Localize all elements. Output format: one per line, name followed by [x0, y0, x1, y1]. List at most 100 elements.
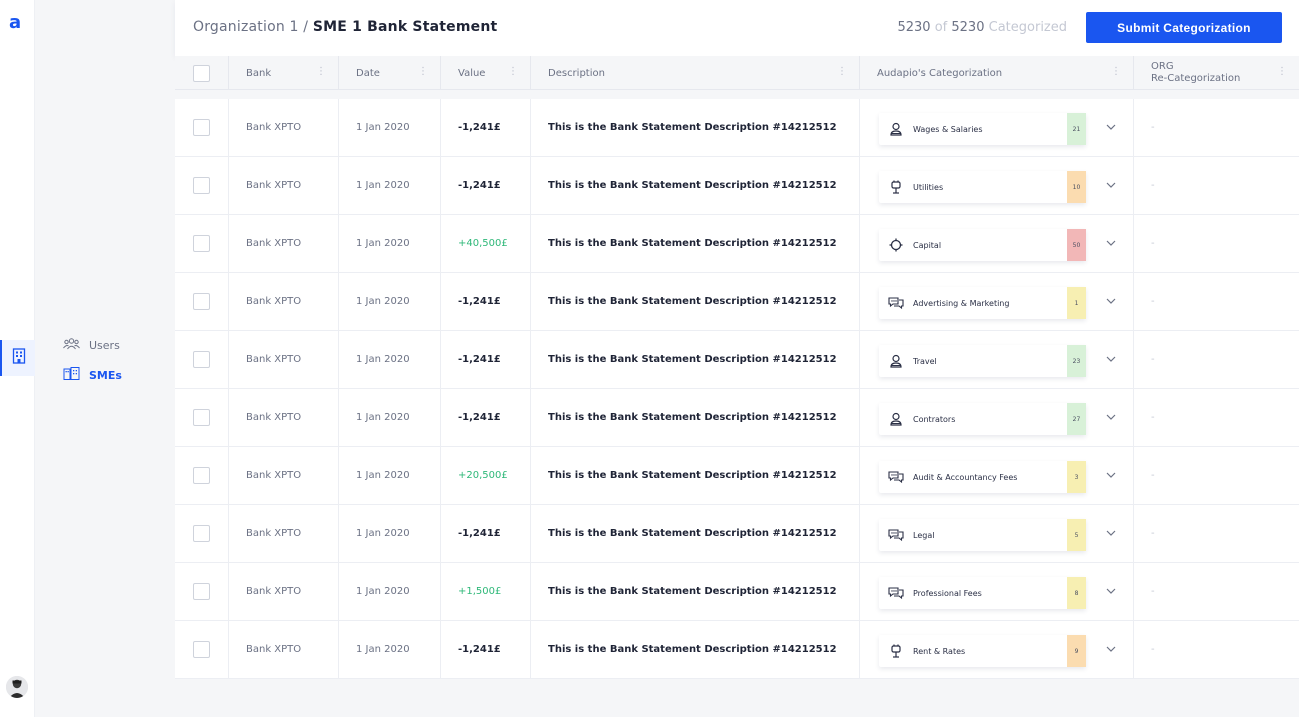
category-label: Utilities: [913, 182, 944, 192]
cell-org-recategorization[interactable]: -: [1151, 586, 1155, 597]
chevron-down-icon[interactable]: [1106, 180, 1116, 190]
category-label: Audit & Accountancy Fees: [913, 472, 1018, 482]
chevron-down-icon[interactable]: [1106, 238, 1116, 248]
cell-org-recategorization[interactable]: -: [1151, 528, 1155, 539]
column-bank[interactable]: Bank ⋮: [229, 56, 339, 90]
row-checkbox[interactable]: [193, 293, 210, 310]
cell-select: [175, 99, 229, 156]
header-select: [175, 56, 229, 90]
table-row[interactable]: Bank XPTO 1 Jan 2020 -1,241£ This is the…: [175, 505, 1299, 563]
table-row[interactable]: Bank XPTO 1 Jan 2020 -1,241£ This is the…: [175, 273, 1299, 331]
submit-categorization-button[interactable]: Submit Categorization: [1086, 12, 1282, 43]
cell-org-recategorization[interactable]: -: [1151, 470, 1155, 481]
column-menu-icon[interactable]: ⋮: [418, 66, 428, 77]
chevron-down-icon[interactable]: [1106, 644, 1116, 654]
row-checkbox[interactable]: [193, 119, 210, 136]
cell-org-recategorization[interactable]: -: [1151, 238, 1155, 249]
table-row[interactable]: Bank XPTO 1 Jan 2020 -1,241£ This is the…: [175, 99, 1299, 157]
cell-value: -1,241£: [441, 273, 531, 330]
category-selector[interactable]: Travel 23: [879, 345, 1086, 377]
row-checkbox[interactable]: [193, 641, 210, 658]
row-checkbox[interactable]: [193, 409, 210, 426]
category-selector[interactable]: Audit & Accountancy Fees 3: [879, 461, 1086, 493]
cell-bank: Bank XPTO: [229, 563, 339, 620]
target-icon: [888, 237, 904, 253]
column-description[interactable]: Description ⋮: [531, 56, 860, 90]
chevron-down-icon[interactable]: [1106, 296, 1116, 306]
chat-icon: [888, 295, 904, 311]
row-checkbox[interactable]: [193, 583, 210, 600]
table-row[interactable]: Bank XPTO 1 Jan 2020 +20,500£ This is th…: [175, 447, 1299, 505]
row-checkbox[interactable]: [193, 467, 210, 484]
cell-org-recategorization[interactable]: -: [1151, 122, 1155, 133]
category-selector[interactable]: Professional Fees 8: [879, 577, 1086, 609]
category-selector[interactable]: Contrators 27: [879, 403, 1086, 435]
cell-date: 1 Jan 2020: [339, 215, 441, 272]
breadcrumb-org[interactable]: Organization 1 /: [193, 19, 309, 35]
column-audapio[interactable]: Audapio's Categorization ⋮: [860, 56, 1134, 90]
cell-date: 1 Jan 2020: [339, 157, 441, 214]
confidence-badge: 5: [1067, 519, 1086, 551]
table-row[interactable]: Bank XPTO 1 Jan 2020 -1,241£ This is the…: [175, 389, 1299, 447]
row-checkbox[interactable]: [193, 351, 210, 368]
column-label: Date: [356, 67, 380, 79]
nav-item-users[interactable]: Users: [63, 338, 120, 353]
chevron-down-icon[interactable]: [1106, 122, 1116, 132]
breadcrumb: Organization 1 / SME 1 Bank Statement: [193, 19, 497, 35]
confidence-badge: 50: [1067, 229, 1086, 261]
cell-categorization: Utilities 10: [860, 157, 1134, 214]
cell-org-recategorization[interactable]: -: [1151, 354, 1155, 365]
column-value[interactable]: Value ⋮: [441, 56, 531, 90]
confidence-badge: 27: [1067, 403, 1086, 435]
category-selector[interactable]: Rent & Rates 9: [879, 635, 1086, 667]
cell-org-recategorization[interactable]: -: [1151, 644, 1155, 655]
row-checkbox[interactable]: [193, 525, 210, 542]
nav-item-smes[interactable]: SMEs: [63, 367, 122, 383]
column-menu-icon[interactable]: ⋮: [837, 66, 847, 77]
avatar[interactable]: [6, 676, 28, 698]
cell-org-recategorization[interactable]: -: [1151, 296, 1155, 307]
person-icon: [888, 411, 904, 427]
row-checkbox[interactable]: [193, 235, 210, 252]
person-icon: [888, 353, 904, 369]
cell-org-recategorization[interactable]: -: [1151, 412, 1155, 423]
chevron-down-icon[interactable]: [1106, 586, 1116, 596]
chevron-down-icon[interactable]: [1106, 412, 1116, 422]
category-selector[interactable]: Wages & Salaries 21: [879, 113, 1086, 145]
category-selector[interactable]: Capital 50: [879, 229, 1086, 261]
table-row[interactable]: Bank XPTO 1 Jan 2020 +40,500£ This is th…: [175, 215, 1299, 273]
chevron-down-icon[interactable]: [1106, 354, 1116, 364]
chevron-down-icon[interactable]: [1106, 470, 1116, 480]
page-header: Organization 1 / SME 1 Bank Statement 52…: [175, 0, 1299, 56]
table-row[interactable]: Bank XPTO 1 Jan 2020 -1,241£ This is the…: [175, 331, 1299, 389]
cell-org-recategorization[interactable]: -: [1151, 180, 1155, 191]
cell-select: [175, 389, 229, 446]
category-selector[interactable]: Legal 5: [879, 519, 1086, 551]
table-row[interactable]: Bank XPTO 1 Jan 2020 -1,241£ This is the…: [175, 157, 1299, 215]
cell-date: 1 Jan 2020: [339, 621, 441, 678]
column-menu-icon[interactable]: ⋮: [1277, 66, 1287, 77]
cell-description: This is the Bank Statement Description #…: [531, 215, 860, 272]
chat-icon: [888, 585, 904, 601]
cell-date: 1 Jan 2020: [339, 389, 441, 446]
category-selector[interactable]: Advertising & Marketing 1: [879, 287, 1086, 319]
rail-item-smes[interactable]: [0, 340, 35, 376]
column-menu-icon[interactable]: ⋮: [1111, 66, 1121, 77]
table-row[interactable]: Bank XPTO 1 Jan 2020 +1,500£ This is the…: [175, 563, 1299, 621]
row-checkbox[interactable]: [193, 177, 210, 194]
confidence-badge: 23: [1067, 345, 1086, 377]
category-selector[interactable]: Utilities 10: [879, 171, 1086, 203]
cell-select: [175, 505, 229, 562]
chevron-down-icon[interactable]: [1106, 528, 1116, 538]
column-menu-icon[interactable]: ⋮: [316, 66, 326, 77]
select-all-checkbox[interactable]: [193, 64, 210, 82]
app-logo[interactable]: a: [9, 12, 22, 33]
cell-description: This is the Bank Statement Description #…: [531, 273, 860, 330]
column-org[interactable]: ORG Re-Categorization ⋮: [1134, 56, 1299, 90]
table-row[interactable]: Bank XPTO 1 Jan 2020 -1,241£ This is the…: [175, 621, 1299, 679]
chat-icon: [888, 527, 904, 543]
cell-bank: Bank XPTO: [229, 447, 339, 504]
column-menu-icon[interactable]: ⋮: [508, 66, 518, 77]
column-date[interactable]: Date ⋮: [339, 56, 441, 90]
cell-bank: Bank XPTO: [229, 215, 339, 272]
